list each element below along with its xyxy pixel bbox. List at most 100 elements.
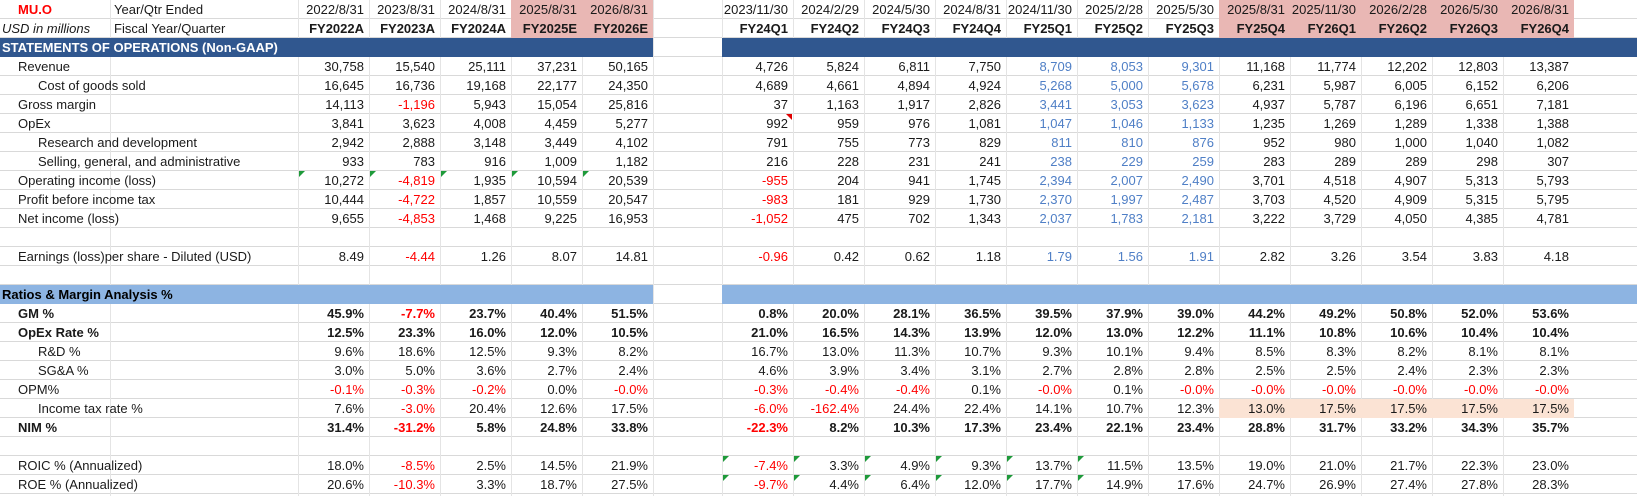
quarter-value-cell[interactable]: 21.0% <box>1319 458 1356 473</box>
quarter-value-cell[interactable]: 13.5% <box>1177 458 1214 473</box>
quarter-value-cell[interactable]: 4,689 <box>755 78 788 93</box>
annual-value-cell[interactable]: 10,272 <box>324 173 364 188</box>
quarter-value-cell[interactable]: 17.5% <box>1503 399 1574 418</box>
annual-value-cell[interactable]: 21.9% <box>611 458 648 473</box>
quarter-value-cell[interactable]: 1,163 <box>826 97 859 112</box>
quarter-value-cell[interactable]: 4.4% <box>829 477 859 492</box>
quarter-value-cell[interactable]: -0.0% <box>1038 382 1072 397</box>
quarter-value-cell[interactable]: 8.2% <box>1397 344 1427 359</box>
quarter-value-cell[interactable]: 1.18 <box>975 249 1001 264</box>
quarter-value-cell[interactable]: 13.9% <box>964 325 1001 340</box>
quarter-value-cell[interactable]: 1,289 <box>1394 116 1427 131</box>
quarter-value-cell[interactable]: 5,987 <box>1323 78 1356 93</box>
quarter-value-cell[interactable]: 1,917 <box>897 97 930 112</box>
row-label[interactable]: Cost of goods sold <box>38 78 146 93</box>
quarter-value-cell[interactable]: 3.1% <box>971 363 1001 378</box>
row-label[interactable]: OpEx <box>18 116 51 131</box>
quarter-value-cell[interactable]: 4,924 <box>968 78 1001 93</box>
quarter-value-cell[interactable]: 952 <box>1263 135 1285 150</box>
annual-value-cell[interactable]: -4,853 <box>398 211 435 226</box>
quarter-value-cell[interactable]: 50.8% <box>1390 306 1427 321</box>
annual-period-cell[interactable]: FY2024A <box>451 21 506 36</box>
row-label[interactable]: OpEx Rate % <box>18 325 99 340</box>
quarter-value-cell[interactable]: 5,787 <box>1323 97 1356 112</box>
quarter-value-cell[interactable]: -0.0% <box>1393 382 1427 397</box>
quarter-value-cell[interactable]: -0.0% <box>1180 382 1214 397</box>
annual-value-cell[interactable]: 16,953 <box>608 211 648 226</box>
quarter-value-cell[interactable]: 16.5% <box>822 325 859 340</box>
quarter-value-cell[interactable]: 12.0% <box>964 477 1001 492</box>
annual-value-cell[interactable]: 2.5% <box>476 458 506 473</box>
annual-period-cell[interactable]: FY2023A <box>380 21 435 36</box>
quarter-value-cell[interactable]: 12,803 <box>1458 59 1498 74</box>
quarter-value-cell[interactable]: 216 <box>766 154 788 169</box>
annual-value-cell[interactable]: 1,935 <box>473 173 506 188</box>
quarter-value-cell[interactable]: 1.91 <box>1188 249 1214 264</box>
quarter-period-cell[interactable]: FY24Q3 <box>881 21 930 36</box>
quarter-value-cell[interactable]: 23.0% <box>1532 458 1569 473</box>
quarter-value-cell[interactable]: 3.54 <box>1401 249 1427 264</box>
quarter-value-cell[interactable]: 8.1% <box>1539 344 1569 359</box>
ticker-cell[interactable]: MU.O <box>18 2 52 17</box>
quarter-value-cell[interactable]: -6.0% <box>754 401 788 416</box>
quarter-value-cell[interactable]: 4,909 <box>1394 192 1427 207</box>
quarter-value-cell[interactable]: 1,783 <box>1110 211 1143 226</box>
annual-period-cell[interactable]: FY2022A <box>309 21 364 36</box>
quarter-value-cell[interactable]: 3.26 <box>1330 249 1356 264</box>
quarter-value-cell[interactable]: 298 <box>1476 154 1498 169</box>
annual-value-cell[interactable]: 18.0% <box>327 458 364 473</box>
row-label[interactable]: NIM % <box>18 420 57 435</box>
annual-value-cell[interactable]: -4.44 <box>405 249 435 264</box>
quarter-value-cell[interactable]: 1,338 <box>1465 116 1498 131</box>
annual-value-cell[interactable]: 20.6% <box>327 477 364 492</box>
units-cell[interactable]: USD in millions <box>2 21 91 36</box>
quarter-value-cell[interactable]: 289 <box>1334 154 1356 169</box>
quarter-value-cell[interactable]: 2.3% <box>1468 363 1498 378</box>
quarter-value-cell[interactable]: -1,052 <box>751 211 788 226</box>
quarter-value-cell[interactable]: 702 <box>908 211 930 226</box>
quarter-value-cell[interactable]: 2.5% <box>1326 363 1356 378</box>
quarter-value-cell[interactable]: 12.2% <box>1177 325 1214 340</box>
quarter-value-cell[interactable]: 6,005 <box>1394 78 1427 93</box>
quarter-value-cell[interactable]: 10.4% <box>1532 325 1569 340</box>
quarter-value-cell[interactable]: 1,047 <box>1039 116 1072 131</box>
annual-date-cell[interactable]: 2024/8/31 <box>448 2 506 17</box>
annual-value-cell[interactable]: -0.2% <box>472 382 506 397</box>
annual-value-cell[interactable]: 16.0% <box>469 325 506 340</box>
year-label-cell[interactable]: Year/Qtr Ended <box>114 2 204 17</box>
quarter-value-cell[interactable]: 2,181 <box>1181 211 1214 226</box>
quarter-date-cell[interactable]: 2026/5/30 <box>1432 0 1503 19</box>
quarter-value-cell[interactable]: 10.8% <box>1319 325 1356 340</box>
annual-value-cell[interactable]: 51.5% <box>611 306 648 321</box>
quarter-value-cell[interactable]: 24.7% <box>1248 477 1285 492</box>
annual-date-cell[interactable]: 2023/8/31 <box>377 2 435 17</box>
annual-value-cell[interactable]: 22,177 <box>537 78 577 93</box>
quarter-value-cell[interactable]: 1,133 <box>1181 116 1214 131</box>
quarter-value-cell[interactable]: 1,730 <box>968 192 1001 207</box>
annual-value-cell[interactable]: 0.0% <box>547 382 577 397</box>
quarter-period-cell[interactable]: FY24Q2 <box>810 21 859 36</box>
annual-value-cell[interactable]: 7.6% <box>334 401 364 416</box>
annual-value-cell[interactable]: 17.5% <box>611 401 648 416</box>
annual-value-cell[interactable]: 9,655 <box>331 211 364 226</box>
annual-value-cell[interactable]: 20,547 <box>608 192 648 207</box>
quarter-value-cell[interactable]: 2,394 <box>1039 173 1072 188</box>
quarter-value-cell[interactable]: -0.96 <box>758 249 788 264</box>
quarter-value-cell[interactable]: 1,997 <box>1110 192 1143 207</box>
quarter-date-cell[interactable]: 2023/11/30 <box>723 2 788 17</box>
quarter-value-cell[interactable]: 3.3% <box>829 458 859 473</box>
quarter-value-cell[interactable]: 19.0% <box>1248 458 1285 473</box>
quarter-value-cell[interactable]: 283 <box>1263 154 1285 169</box>
quarter-value-cell[interactable]: 1,046 <box>1110 116 1143 131</box>
annual-value-cell[interactable]: 12.5% <box>327 325 364 340</box>
quarter-value-cell[interactable]: 9.3% <box>971 458 1001 473</box>
quarter-value-cell[interactable]: 34.3% <box>1461 420 1498 435</box>
quarter-value-cell[interactable]: 11,168 <box>1246 59 1285 74</box>
quarter-value-cell[interactable]: 27.8% <box>1461 477 1498 492</box>
annual-value-cell[interactable]: -8.5% <box>401 458 435 473</box>
annual-value-cell[interactable]: -4,722 <box>398 192 435 207</box>
annual-value-cell[interactable]: 45.9% <box>327 306 364 321</box>
annual-value-cell[interactable]: 8.2% <box>618 344 648 359</box>
quarter-value-cell[interactable]: 17.6% <box>1177 477 1214 492</box>
